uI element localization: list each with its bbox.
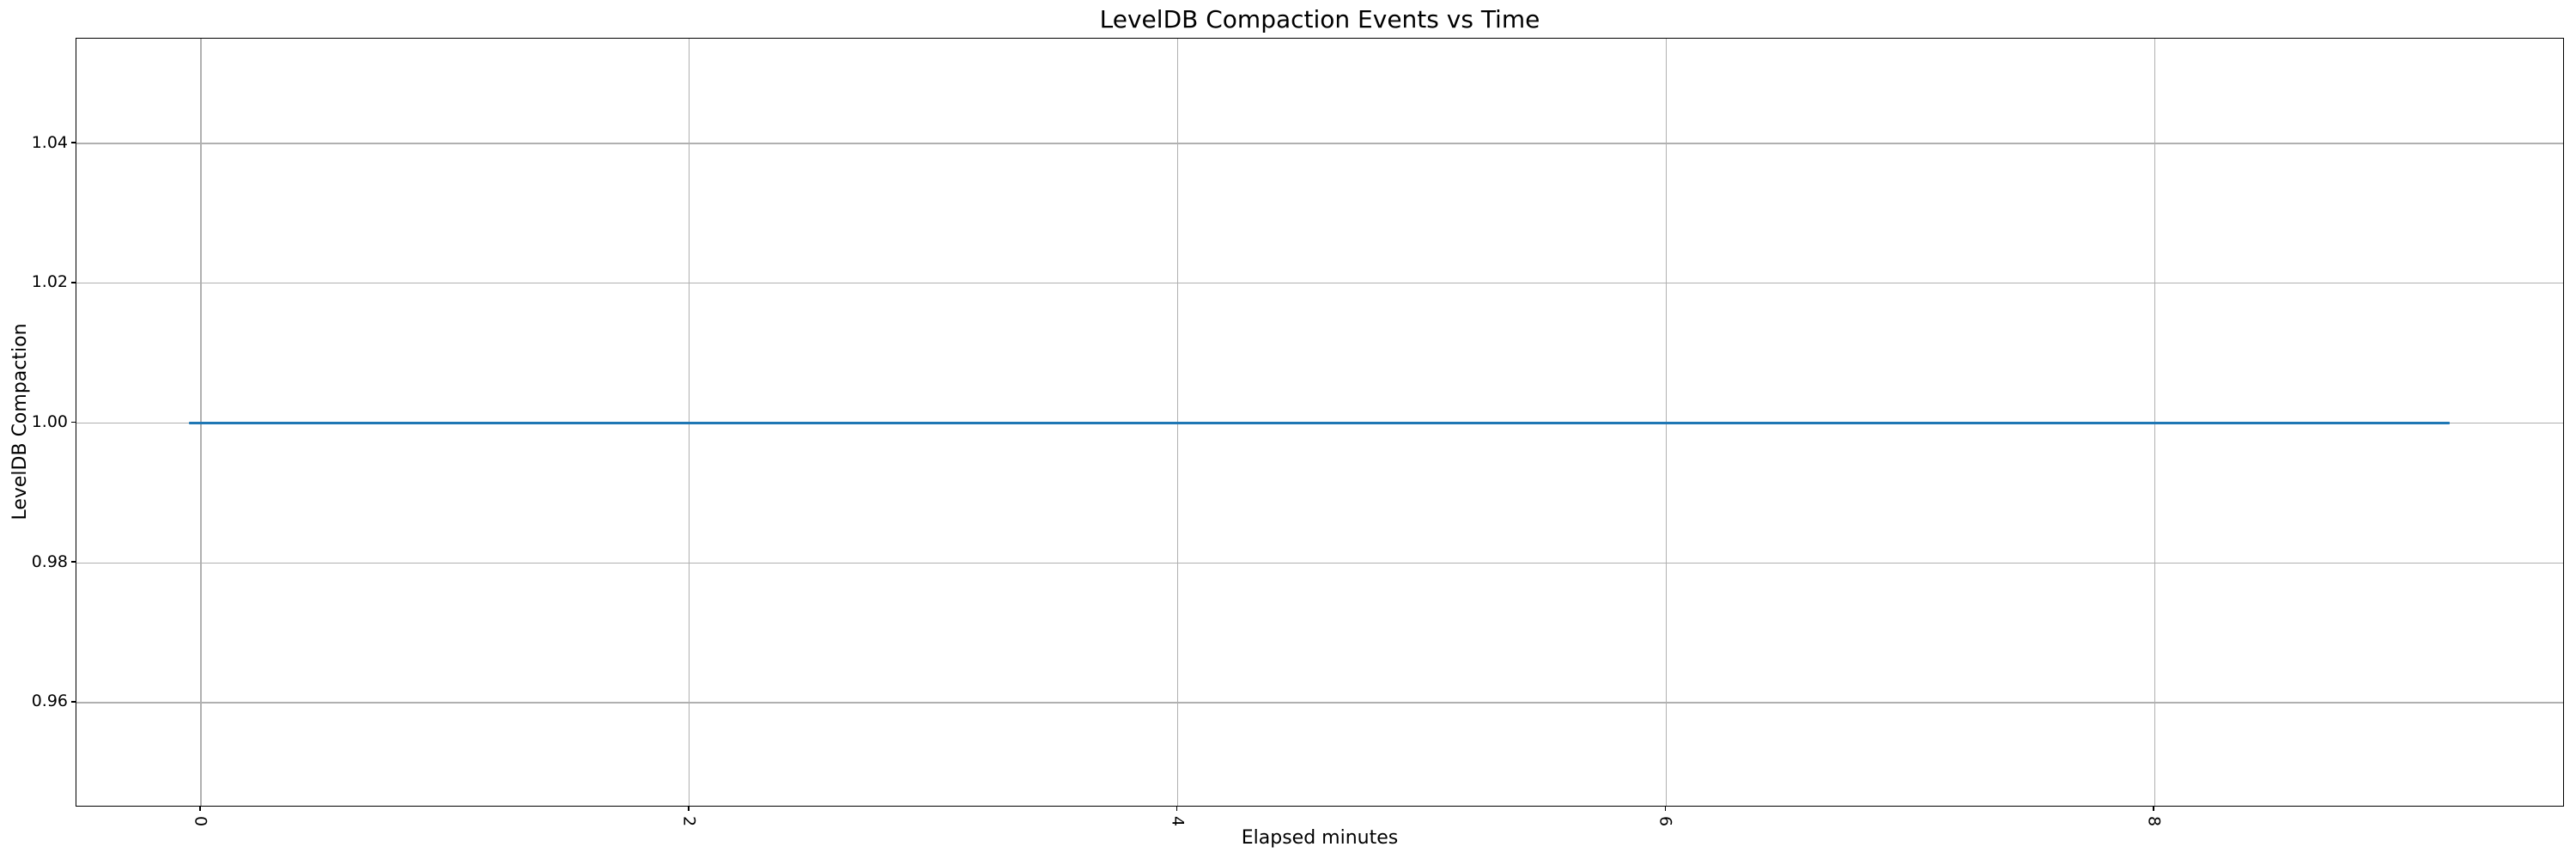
y-tick-label: 1.04 [31, 132, 68, 152]
x-tick-label: 2 [679, 815, 699, 827]
x-tick-mark [199, 807, 201, 811]
x-tick-mark [1664, 807, 1667, 811]
x-tick-mark [1176, 807, 1178, 811]
x-tick-label: 0 [191, 815, 210, 827]
data-line [188, 422, 2451, 424]
x-tick-mark [688, 807, 690, 811]
y-tick-label: 1.02 [31, 272, 68, 292]
y-tick-label: 0.98 [31, 551, 68, 571]
y-gridline [76, 702, 2563, 704]
y-tick-mark [71, 421, 76, 423]
y-gridline [76, 562, 2563, 564]
y-tick-mark [71, 282, 76, 283]
x-tick-label: 6 [1656, 815, 1675, 827]
y-axis-label: LevelDB Compaction [9, 323, 31, 521]
y-tick-label: 0.96 [31, 691, 68, 711]
x-tick-mark [2153, 807, 2154, 811]
plot-area [76, 38, 2564, 807]
x-axis-label: Elapsed minutes [1241, 827, 1399, 849]
x-tick-label: 8 [2144, 815, 2164, 827]
x-tick-label: 4 [1168, 815, 1188, 827]
y-tick-mark [71, 142, 76, 143]
y-tick-mark [71, 701, 76, 703]
y-tick-label: 1.00 [31, 412, 68, 431]
chart-title: LevelDB Compaction Events vs Time [1099, 5, 1540, 34]
y-tick-mark [71, 561, 76, 563]
